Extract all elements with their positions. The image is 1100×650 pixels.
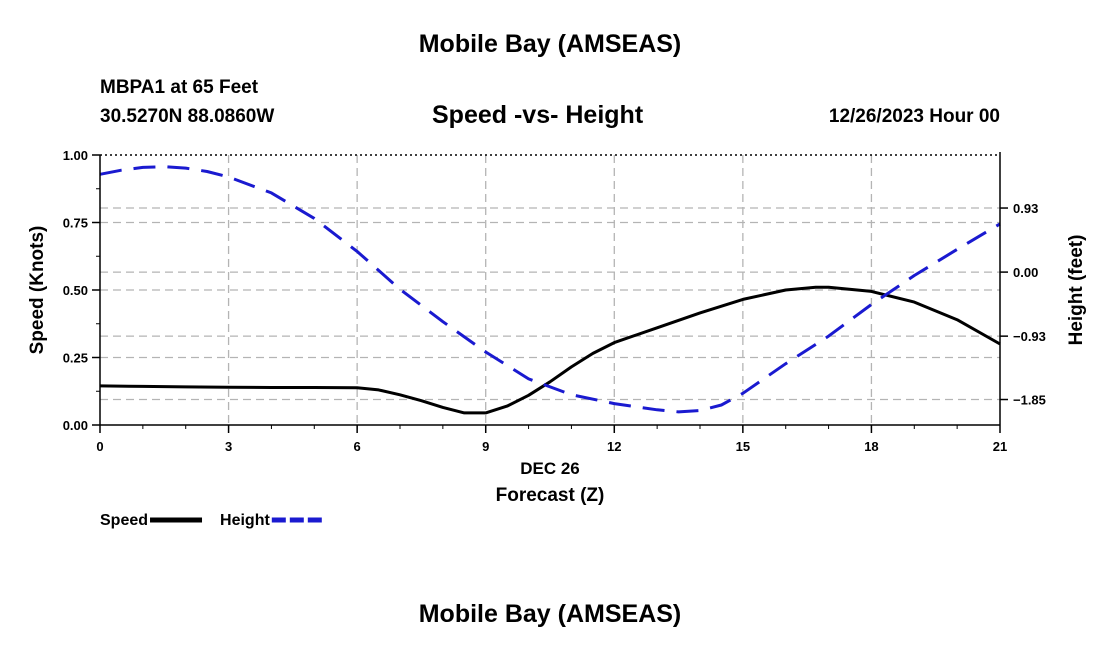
- y-tick-label: 1.00: [63, 148, 88, 163]
- x-tick-label: 21: [993, 439, 1007, 454]
- y-axis-label: Speed (Knots): [27, 226, 48, 355]
- x-tick-label: 9: [482, 439, 489, 454]
- x-tick-label: 6: [354, 439, 361, 454]
- y2-tick-label: −1.85: [1013, 393, 1046, 408]
- x-axis-label: Forecast (Z): [496, 485, 605, 506]
- x-tick-label: 18: [864, 439, 878, 454]
- y-tick-label: 0.25: [63, 351, 88, 366]
- axis-labels: DEC 26 Forecast (Z) Speed (Knots) Height…: [27, 226, 1087, 506]
- footer-title: Mobile Bay (AMSEAS): [418, 600, 682, 628]
- y2-axis-label: Height (feet): [1066, 235, 1087, 346]
- station-name: MBPA1 at 65 Feet: [100, 77, 259, 98]
- speed-series-line: [99, 285, 1001, 415]
- height-series-line: [99, 165, 1001, 414]
- y-tick-label: 0.50: [63, 283, 88, 298]
- y-tick-label: 0.00: [63, 418, 88, 433]
- x-tick-label: 0: [96, 439, 103, 454]
- legend-label-speed: Speed: [100, 512, 148, 529]
- legend-label-height: Height: [220, 512, 270, 529]
- y2-tick-label: 0.00: [1013, 265, 1038, 280]
- y2-tick-label: −0.93: [1013, 329, 1046, 344]
- legend: Speed Height: [100, 512, 324, 529]
- x-tick-label: 3: [225, 439, 232, 454]
- grid: [100, 155, 1000, 425]
- x-tick-label: 12: [607, 439, 621, 454]
- x-tick-label: 15: [736, 439, 750, 454]
- chart-date: 12/26/2023 Hour 00: [828, 106, 1000, 127]
- station-coords: 30.5270N 88.0860W: [100, 106, 275, 127]
- page-title: Mobile Bay (AMSEAS): [418, 30, 682, 58]
- chart-title: Speed -vs- Height: [432, 101, 644, 129]
- y-tick-label: 0.75: [63, 216, 88, 231]
- x-axis-sublabel: DEC 26: [520, 459, 580, 478]
- y2-tick-label: 0.93: [1013, 201, 1038, 216]
- axes: 0.00 0.25 0.50 0.75 1.00 0 3 6 9 12 15 18 21 −1.85 −0.…: [63, 148, 1046, 454]
- series: [99, 165, 1001, 415]
